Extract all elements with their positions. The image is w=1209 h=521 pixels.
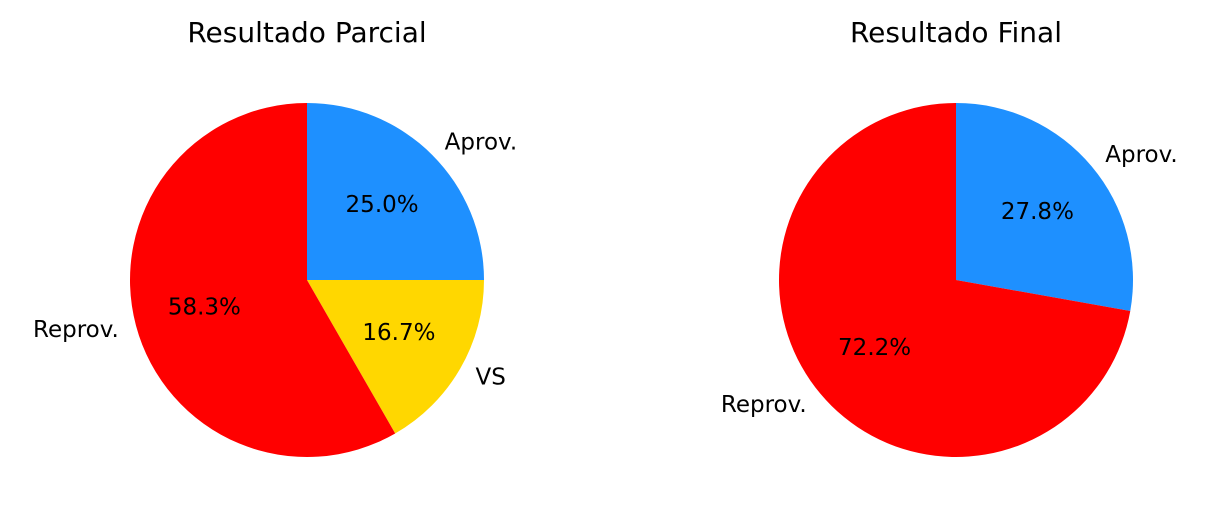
- percent-label-aprov: 25.0%: [346, 192, 419, 218]
- slice-label-reprov: Reprov.: [33, 317, 119, 343]
- slice-label-vs: VS: [476, 365, 506, 391]
- pie-slice-vs: [307, 280, 484, 434]
- chart-title: Resultado Parcial: [187, 16, 426, 49]
- slice-label-reprov: Reprov.: [721, 392, 807, 418]
- pie-chart-parcial: Resultado Parcial Aprov. 25.0% VS 16.7% Repr…: [33, 16, 517, 457]
- percent-label-aprov: 27.8%: [1001, 199, 1074, 225]
- pie-slice-aprov: [307, 103, 484, 280]
- pie-slice-aprov: [956, 103, 1134, 311]
- pie-slice-reprov: [129, 103, 396, 457]
- percent-label-vs: 16.7%: [362, 320, 435, 346]
- pie-slice-reprov: [779, 103, 1131, 458]
- percent-label-reprov: 72.2%: [838, 335, 911, 361]
- slice-label-aprov: Aprov.: [445, 129, 518, 155]
- pie-chart-final: Resultado Final Aprov. 27.8% Reprov. 72.2%: [721, 16, 1178, 458]
- percent-label-reprov: 58.3%: [168, 294, 241, 320]
- slice-label-aprov: Aprov.: [1105, 142, 1178, 168]
- chart-title: Resultado Final: [850, 16, 1062, 49]
